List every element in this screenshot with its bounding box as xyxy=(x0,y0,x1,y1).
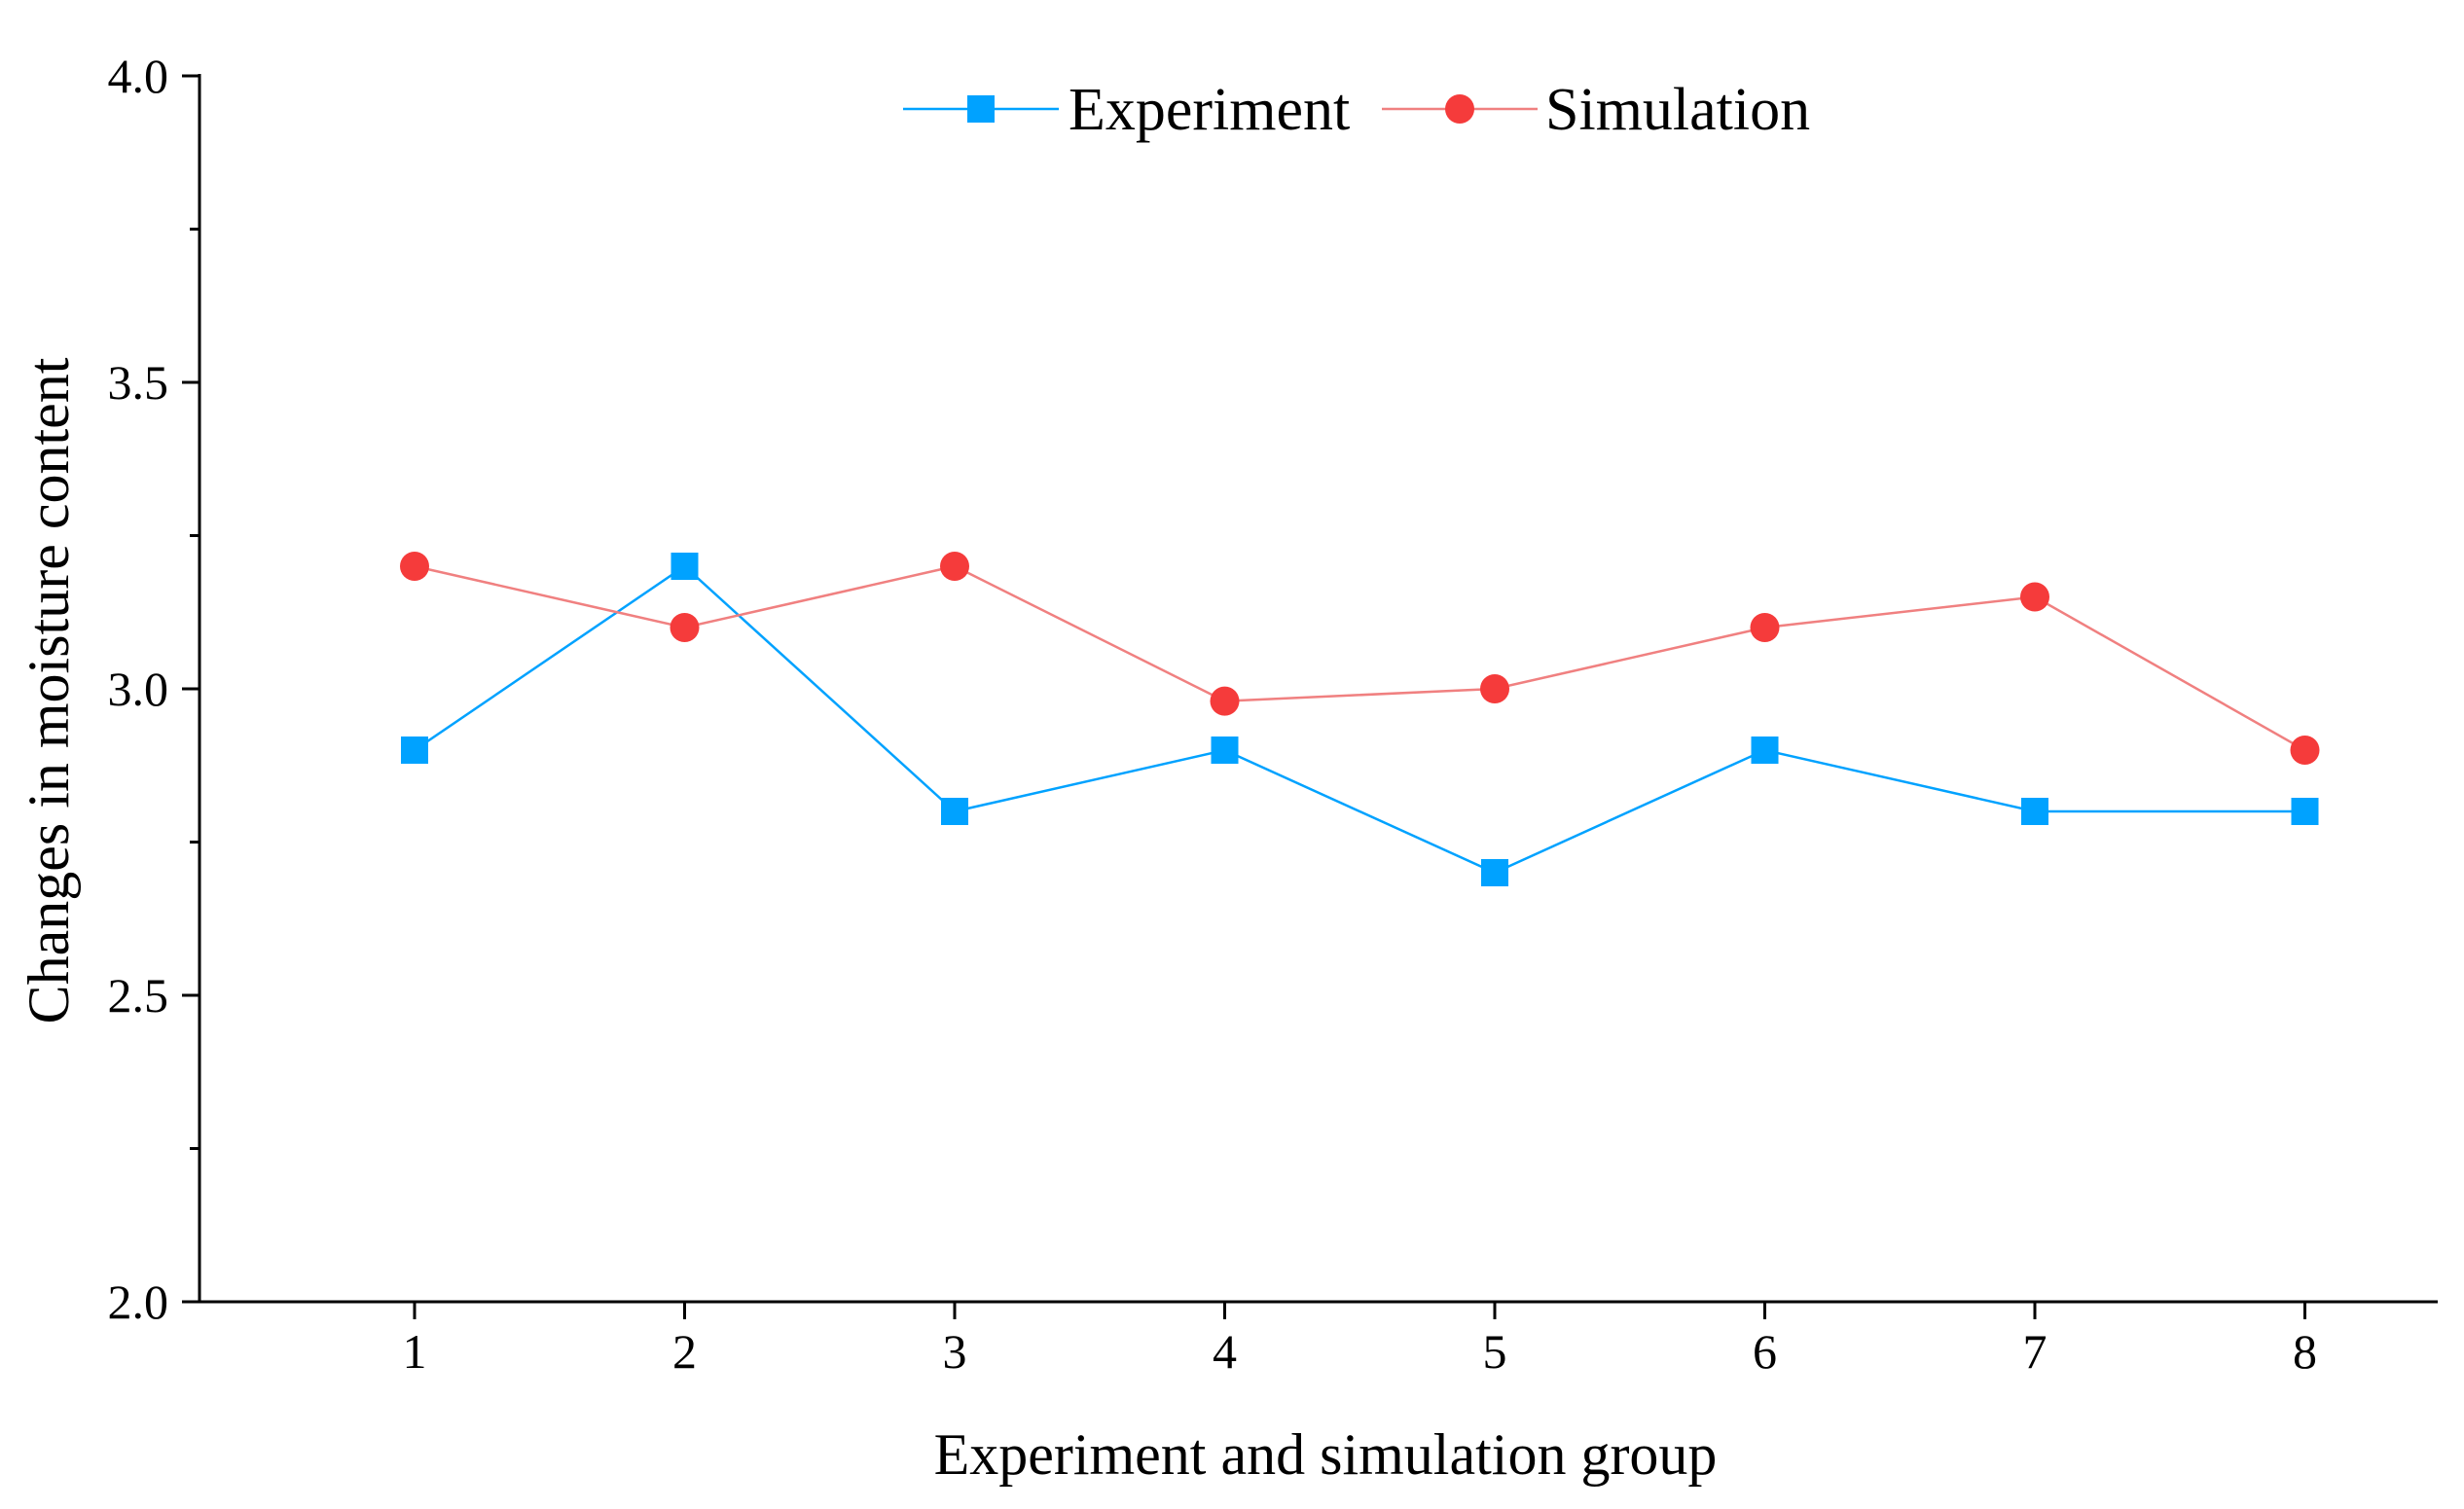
simulation-series xyxy=(400,552,2320,765)
simulation-point xyxy=(400,552,429,581)
x-tick-label: 7 xyxy=(2023,1324,2047,1379)
y-tick-label: 2.0 xyxy=(108,1275,169,1329)
x-tick-label: 3 xyxy=(943,1324,967,1379)
simulation-line xyxy=(414,564,2306,752)
experiment-point xyxy=(1751,737,1779,764)
legend-marker-experiment xyxy=(967,95,995,123)
experiment-point xyxy=(1211,737,1239,764)
legend-label-experiment: Experiment xyxy=(1069,77,1350,143)
experiment-point xyxy=(1481,859,1508,886)
simulation-point xyxy=(2290,736,2320,765)
simulation-point xyxy=(1480,674,1509,703)
axes xyxy=(198,74,2438,1304)
simulation-point xyxy=(1210,686,1240,716)
experiment-point xyxy=(2291,798,2319,825)
experiment-series xyxy=(401,553,2319,886)
simulation-point xyxy=(2020,582,2049,612)
x-tick-label: 6 xyxy=(1753,1324,1777,1379)
x-axis-title: Experiment and simulation group xyxy=(934,1422,1718,1487)
y-tick-label: 3.5 xyxy=(108,355,169,410)
simulation-point xyxy=(670,613,700,642)
simulation-point xyxy=(1750,613,1780,642)
experiment-point xyxy=(2021,798,2048,825)
y-axis-title: Changes in moisture content xyxy=(17,357,81,1024)
ticks: 2.0 2.5 3.0 3.5 4.0 1 2 3 4 5 6 7 8 xyxy=(108,49,2318,1379)
experiment-line xyxy=(414,564,2305,875)
experiment-point xyxy=(941,798,968,825)
series-layer xyxy=(400,552,2320,886)
x-tick-label: 5 xyxy=(1483,1324,1507,1379)
y-tick-label: 4.0 xyxy=(108,49,169,103)
legend-item-simulation: Simulation xyxy=(1382,77,1810,143)
x-tick-label: 2 xyxy=(672,1324,697,1379)
legend: Experiment Simulation xyxy=(903,77,1810,143)
experiment-point xyxy=(670,553,699,580)
legend-item-experiment: Experiment xyxy=(903,77,1350,143)
simulation-point xyxy=(940,552,969,581)
experiment-point xyxy=(401,737,428,764)
x-tick-label: 4 xyxy=(1213,1324,1237,1379)
y-tick-label: 3.0 xyxy=(108,662,169,716)
y-tick-label: 2.5 xyxy=(108,968,169,1023)
x-tick-label: 1 xyxy=(403,1324,427,1379)
legend-label-simulation: Simulation xyxy=(1545,77,1810,143)
x-tick-label: 8 xyxy=(2293,1324,2317,1379)
legend-marker-simulation xyxy=(1445,94,1474,124)
